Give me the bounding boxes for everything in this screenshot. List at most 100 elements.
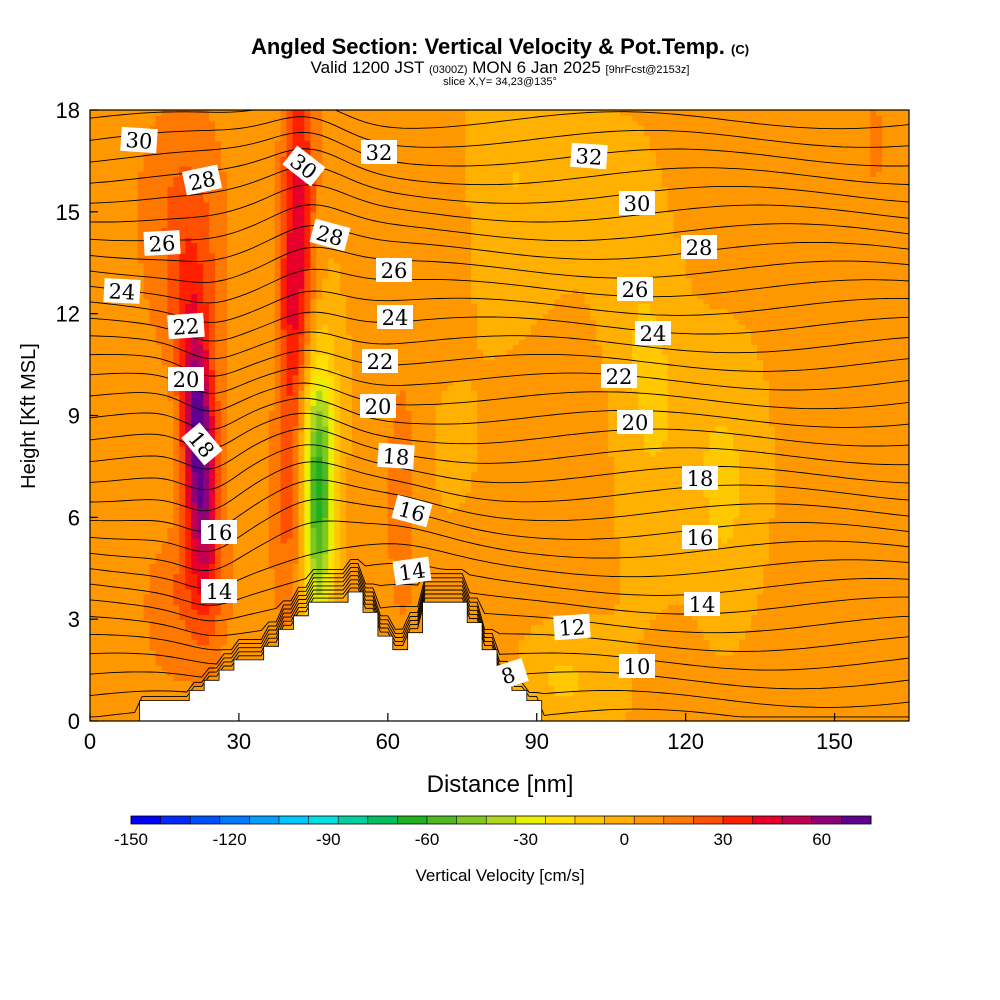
velocity-cell (215, 313, 222, 320)
velocity-cell (292, 542, 300, 549)
velocity-cell (149, 283, 157, 289)
velocity-cell (238, 425, 246, 432)
velocity-cell (268, 155, 276, 162)
velocity-cell (113, 710, 121, 717)
velocity-cell (292, 420, 300, 427)
velocity-cell (256, 537, 264, 544)
velocity-cell (96, 583, 103, 590)
velocity-cell (119, 690, 127, 697)
velocity-cell (131, 670, 139, 676)
velocity-cell (310, 405, 318, 412)
velocity-cell (119, 665, 127, 671)
velocity-cell (280, 573, 288, 580)
velocity-cell (256, 166, 264, 172)
velocity-cell (179, 400, 186, 406)
velocity-cell (280, 364, 288, 371)
velocity-cell (96, 374, 103, 381)
velocity-cell (304, 110, 312, 116)
velocity-cell (262, 242, 270, 249)
velocity-cell (203, 237, 210, 244)
velocity-cell (101, 400, 109, 406)
velocity-cell (167, 690, 175, 697)
velocity-cell (292, 272, 300, 279)
velocity-cell (221, 486, 228, 493)
velocity-cell (107, 609, 115, 615)
velocity-cell (96, 145, 103, 152)
velocity-cell (96, 201, 103, 208)
velocity-cell (244, 216, 252, 223)
velocity-cell (173, 537, 181, 544)
velocity-cell (90, 166, 97, 172)
velocity-cell (113, 659, 121, 666)
velocity-cell (244, 232, 252, 238)
velocity-cell (209, 624, 216, 631)
velocity-cell (328, 390, 335, 396)
velocity-cell (155, 115, 163, 121)
velocity-cell (167, 649, 175, 656)
velocity-cell (244, 598, 252, 605)
velocity-cell (125, 242, 133, 249)
velocity-cell (304, 491, 312, 498)
velocity-cell (221, 125, 228, 132)
velocity-cell (244, 456, 252, 462)
velocity-cell (298, 603, 306, 610)
velocity-cell (113, 400, 121, 406)
velocity-cell (304, 150, 312, 157)
velocity-cell (173, 695, 181, 702)
velocity-cell (244, 323, 252, 330)
velocity-cell (131, 675, 139, 681)
velocity-cell (322, 598, 329, 605)
velocity-cell (268, 486, 276, 493)
velocity-cell (90, 425, 97, 432)
velocity-cell (227, 384, 234, 391)
velocity-cell (173, 278, 181, 284)
velocity-cell (256, 461, 264, 468)
velocity-cell (185, 227, 192, 233)
velocity-cell (298, 227, 306, 233)
velocity-cell (179, 288, 186, 294)
velocity-cell (131, 441, 139, 447)
velocity-cell (131, 629, 139, 636)
velocity-cell (268, 344, 276, 350)
velocity-cell (268, 593, 276, 600)
velocity-cell (119, 160, 127, 167)
velocity-cell (203, 328, 210, 335)
velocity-cell (179, 425, 186, 432)
velocity-cell (173, 685, 181, 692)
velocity-cell (215, 130, 222, 137)
velocity-cell (221, 328, 228, 335)
velocity-cell (233, 232, 240, 238)
velocity-cell (298, 257, 306, 264)
velocity-cell (179, 451, 186, 457)
velocity-cell (131, 155, 139, 162)
velocity-cell (96, 247, 103, 254)
velocity-cell (191, 537, 198, 544)
velocity-cell (179, 497, 186, 503)
velocity-cell (137, 558, 145, 564)
velocity-cell (262, 252, 270, 259)
velocity-cell (101, 405, 109, 412)
velocity-cell (101, 247, 109, 254)
velocity-cell (334, 395, 341, 401)
velocity-cell (125, 354, 133, 361)
velocity-cell (209, 303, 216, 310)
velocity-cell (221, 349, 228, 356)
velocity-cell (149, 512, 157, 518)
velocity-cell (203, 216, 210, 223)
velocity-cell (119, 110, 127, 116)
velocity-cell (143, 323, 151, 330)
velocity-cell (149, 308, 157, 315)
velocity-cell (155, 201, 163, 208)
velocity-cell (131, 537, 139, 544)
velocity-cell (113, 603, 121, 610)
velocity-cell (90, 553, 97, 559)
velocity-cell (274, 547, 282, 554)
velocity-cell (203, 160, 210, 167)
velocity-cell (185, 593, 192, 600)
velocity-cell (173, 130, 181, 137)
velocity-cell (233, 186, 240, 193)
velocity-cell (203, 374, 210, 381)
velocity-cell (173, 649, 181, 656)
velocity-cell (298, 486, 306, 493)
velocity-cell (113, 461, 121, 468)
